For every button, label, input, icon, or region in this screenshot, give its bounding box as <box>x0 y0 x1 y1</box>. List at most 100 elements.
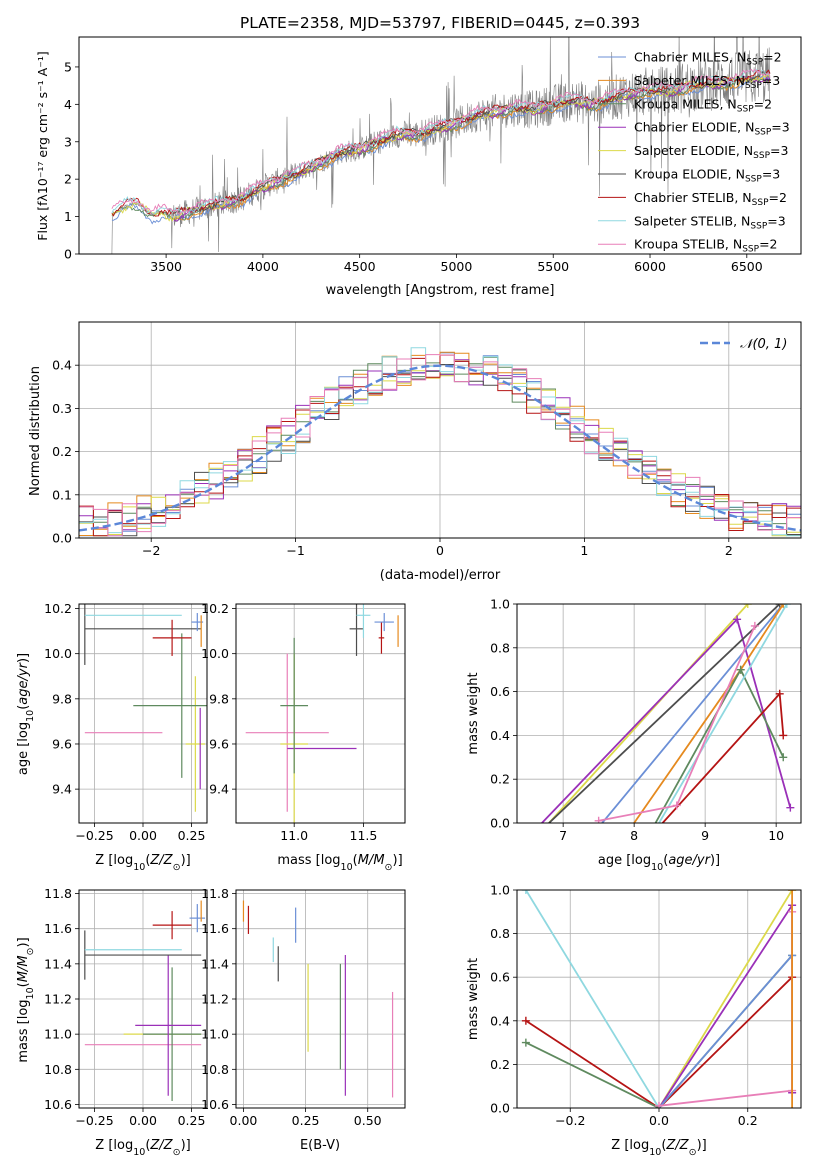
weight-age-xlabel: age [log10(age/yr)] <box>598 853 720 873</box>
label-part: )] <box>16 937 31 947</box>
y-tick-label: 0.2 <box>490 772 510 787</box>
x-tick-label: 4500 <box>344 259 376 274</box>
panel-mass_vs_ebv: 0.00 0.25 0.50 10.6 10.8 11.0 11.2 11.4 11.6 11.8 <box>201 886 406 1128</box>
plot-area <box>79 890 207 1108</box>
weight-ylabel: mass weight <box>466 958 481 1040</box>
label-part: Z [log <box>611 1138 649 1153</box>
label-part: mass [log <box>277 853 340 868</box>
x-tick-label: −1 <box>286 543 304 558</box>
legend-suffix: =3 <box>762 73 780 88</box>
legend-sub: SSP <box>737 104 754 114</box>
weight-line <box>658 954 793 1108</box>
panel-mass_vs_Z: −0.25 0.00 0.25 10.6 10.8 11.0 11.2 11.4 11.6 11.… <box>44 886 208 1128</box>
label-part: Z/Z <box>149 1138 173 1153</box>
label-part: ( <box>661 1138 666 1153</box>
legend-entry: Chabrier STELIB, NSSP=2 <box>634 190 787 208</box>
x-tick-label: 2 <box>725 543 733 558</box>
y-tick-label: 0.3 <box>52 401 72 416</box>
y-tick-label: 4 <box>64 97 72 112</box>
label-part: ( <box>353 853 358 868</box>
legend-entry: Salpeter STELIB, NSSP=3 <box>634 213 786 231</box>
x-tick-label: 0.2 <box>738 1113 758 1128</box>
weight-marker <box>736 665 745 674</box>
legend-suffix: =3 <box>771 120 789 135</box>
weight-marker <box>521 1038 530 1047</box>
x-tick-label: 0.25 <box>178 828 206 843</box>
label-part: ⊙ <box>689 1147 697 1158</box>
label-part: 10 <box>133 862 145 873</box>
legend-label: Kroupa ELODIE, N <box>634 167 745 182</box>
y-tick-label: 11.2 <box>201 992 229 1007</box>
label-part: ⊙ <box>173 1147 181 1158</box>
weight-marker <box>786 803 795 812</box>
y-tick-label: 10.8 <box>44 1062 72 1077</box>
legend-suffix: =3 <box>767 213 785 228</box>
plot-area <box>236 890 405 1108</box>
weight-line <box>601 604 784 823</box>
legend-suffix: =2 <box>763 50 781 65</box>
legend-label: Kroupa STELIB, N <box>634 237 742 252</box>
weight-line <box>525 890 660 1108</box>
y-tick-label: 11.0 <box>44 1027 72 1042</box>
label-part: 10 <box>133 1147 145 1158</box>
y-tick-label: 10.2 <box>44 601 72 616</box>
legend-sub: SSP <box>750 221 767 231</box>
legend-label: Salpeter STELIB, N <box>634 213 750 228</box>
y-tick-label: 1.0 <box>490 597 510 612</box>
y-tick-label: 5 <box>64 59 72 74</box>
label-part: Z/Z <box>149 853 173 868</box>
y-tick-label: 10.2 <box>201 601 229 616</box>
legend-label: Salpeter MILES, N <box>634 73 745 88</box>
plot-area <box>79 604 207 823</box>
age-Z-xlabel: Z [log10(Z/Z⊙)] <box>95 853 190 873</box>
y-tick-label: 9.4 <box>52 782 72 797</box>
y-tick-label: 9.6 <box>52 736 72 751</box>
label-part: ( <box>16 982 31 987</box>
weight-marker <box>779 604 788 608</box>
model-line <box>111 75 771 225</box>
y-tick-label: 0.0 <box>490 1101 510 1116</box>
weight-marker <box>594 816 603 823</box>
panel-spectrum: 3500 4000 4500 5000 5500 6000 6500 0 1 2 3 4 5 <box>64 36 802 274</box>
x-tick-label: −0.2 <box>555 1113 585 1128</box>
y-tick-label: 10.8 <box>201 1062 229 1077</box>
label-part: )] <box>181 853 191 868</box>
weight-marker <box>782 604 791 608</box>
normal-curve <box>79 364 801 532</box>
legend-suffix: =3 <box>770 143 788 158</box>
label-part: 10 <box>649 1147 661 1158</box>
y-tick-label: 0.1 <box>52 487 72 502</box>
ebv-xlabel: E(B-V) <box>300 1138 340 1153</box>
label-part: ( <box>16 705 31 710</box>
plot-area <box>517 604 801 823</box>
label-part: )] <box>710 853 720 868</box>
y-tick-label: 0.2 <box>490 1057 510 1072</box>
y-tick-label: 10.0 <box>201 646 229 661</box>
legend-suffix: =2 <box>759 237 777 252</box>
y-tick-label: 11.6 <box>201 921 229 936</box>
x-tick-label: 5500 <box>537 259 569 274</box>
y-tick-label: 0.6 <box>490 684 510 699</box>
x-tick-label: 0.25 <box>178 1113 206 1128</box>
y-tick-label: 11.4 <box>44 956 72 971</box>
legend-label: Chabrier STELIB, N <box>634 190 752 205</box>
x-tick-label: 10 <box>768 828 784 843</box>
y-tick-label: 10.6 <box>201 1097 229 1112</box>
label-part: 10 <box>25 987 36 999</box>
label-part: 10 <box>341 862 353 873</box>
label-part: Z/Z <box>665 1138 689 1153</box>
mass-Z-xlabel: Z [log10(Z/Z⊙)] <box>95 1138 190 1158</box>
panel-age_vs_mass: 11.0 11.5 9.4 9.6 9.8 10.0 10.2 <box>201 601 406 843</box>
x-tick-label: 1 <box>580 543 588 558</box>
y-tick-label: 1.0 <box>490 883 510 898</box>
legend-sub: SSP <box>745 81 762 91</box>
y-tick-label: 9.8 <box>209 691 229 706</box>
legend-entry: Kroupa STELIB, NSSP=2 <box>634 237 778 255</box>
y-tick-label: 0.0 <box>490 816 510 831</box>
weight-marker <box>788 890 797 894</box>
histogram-step <box>79 354 801 537</box>
model-line <box>111 68 771 215</box>
x-tick-label: 0.25 <box>292 1113 320 1128</box>
weight-marker <box>521 890 530 894</box>
weight-marker <box>733 615 742 624</box>
